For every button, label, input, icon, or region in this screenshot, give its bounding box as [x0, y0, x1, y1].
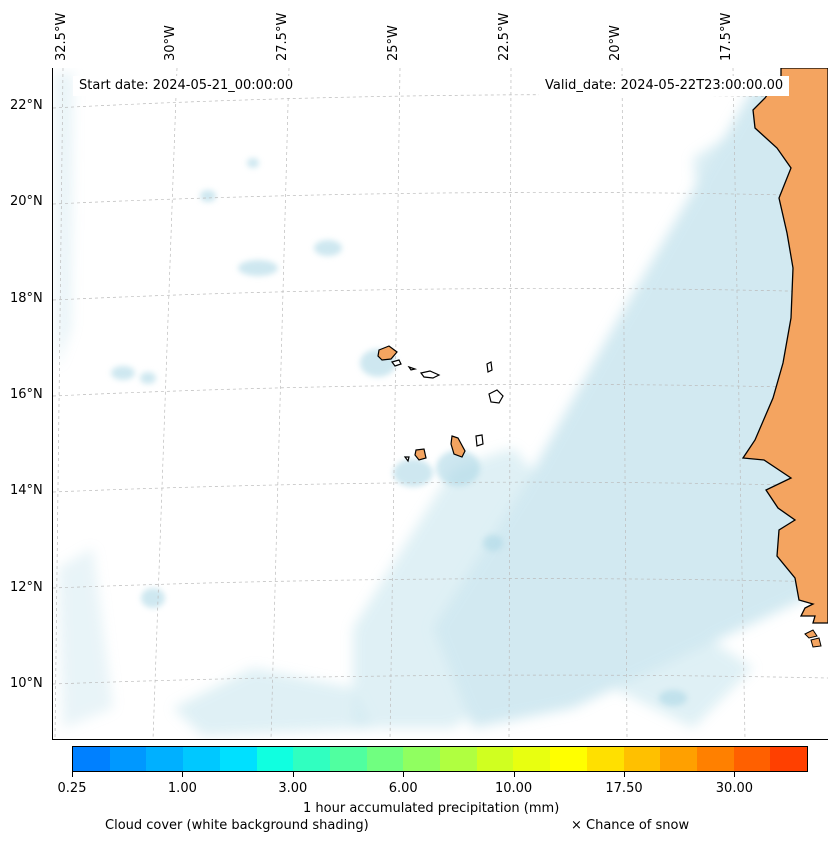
colorbar-tick-label: 17.50: [605, 781, 643, 796]
african-coast-land: [741, 68, 828, 624]
lat-label-18n: 18°N: [10, 291, 43, 306]
cloud-cover-legend: Cloud cover (white background shading): [105, 818, 369, 833]
colorbar-tick: [624, 772, 625, 777]
colorbar-segment: [550, 747, 587, 771]
colorbar-tick: [734, 772, 736, 777]
colorbar-segment: [623, 747, 661, 771]
colorbar-segment: [733, 747, 771, 771]
island-santo-antao: [377, 345, 398, 361]
colorbar-segment: [696, 747, 734, 771]
cloud-cover-layer: [55, 73, 828, 736]
colorbar-segment: [109, 747, 147, 771]
colorbar-segment: [183, 747, 220, 771]
cape-verde-islands: [377, 345, 504, 463]
start-date-label: Start date: 2024-05-21_00:00:00: [73, 76, 300, 96]
lon-label-25w: 25°W: [386, 25, 401, 61]
colorbar-segment: [476, 747, 514, 771]
colorbar-tick-label: 30.00: [715, 781, 753, 796]
colorbar-segment: [440, 747, 477, 771]
lat-label-16n: 16°N: [10, 387, 43, 402]
snow-legend: × Chance of snow: [571, 818, 690, 833]
colorbar-tick: [403, 772, 405, 777]
graticule: [53, 68, 828, 739]
colorbar-segment: [146, 747, 184, 771]
lon-label-32-5w: 32.5°W: [54, 12, 69, 61]
colorbar-segment: [219, 747, 257, 771]
island-brava: [403, 456, 410, 463]
island-boa-vista: [488, 389, 504, 404]
lat-label-12n: 12°N: [10, 580, 43, 595]
colorbar-segment: [366, 747, 404, 771]
colorbar-segment: [660, 747, 697, 771]
island-fogo: [414, 448, 427, 461]
island-sao-nicolau: [407, 365, 418, 371]
island-santa-luzia: [419, 370, 441, 379]
colorbar-segment: [256, 747, 294, 771]
lon-label-17-5w: 17.5°W: [719, 12, 734, 61]
colorbar-tick-label: 6.00: [388, 781, 418, 796]
island-santiago: [450, 435, 466, 458]
map-canvas: [53, 68, 828, 739]
colorbar-segment: [293, 747, 330, 771]
colorbar-tick: [182, 772, 184, 777]
colorbar-segment: [586, 747, 624, 771]
colorbar-segment: [770, 747, 808, 771]
lon-label-30w: 30°W: [163, 25, 178, 61]
lon-label-20w: 20°W: [608, 25, 623, 61]
colorbar-title: 1 hour accumulated precipitation (mm): [303, 801, 560, 816]
lon-label-27-5w: 27.5°W: [275, 12, 290, 61]
colorbar-tick-label: 3.00: [278, 781, 308, 796]
colorbar-tick: [292, 772, 294, 777]
colorbar-segment: [329, 747, 367, 771]
lon-label-22-5w: 22.5°W: [497, 12, 512, 61]
colorbar-tick: [72, 772, 73, 777]
colorbar-tick-label: 10.00: [494, 781, 533, 796]
precipitation-colorbar: [72, 746, 808, 772]
colorbar-tick-label: 0.25: [57, 781, 87, 796]
map-panel[interactable]: [52, 68, 828, 740]
lat-label-10n: 10°N: [10, 676, 43, 691]
lat-label-14n: 14°N: [10, 483, 43, 498]
colorbar-segment: [403, 747, 441, 771]
lat-label-20n: 20°N: [10, 194, 43, 209]
island-sal: [486, 361, 493, 373]
colorbar-tick-label: 1.00: [167, 781, 197, 796]
colorbar-segment: [73, 747, 110, 771]
colorbar-segment: [513, 747, 551, 771]
valid-date-label: Valid_date: 2024-05-22T23:00:00.00: [539, 76, 790, 96]
colorbar-tick: [513, 772, 515, 777]
island-maio: [475, 434, 484, 447]
bijagos-islands: [804, 629, 822, 648]
lat-label-22n: 22°N: [10, 98, 43, 113]
island-sao-vicente: [390, 359, 402, 367]
